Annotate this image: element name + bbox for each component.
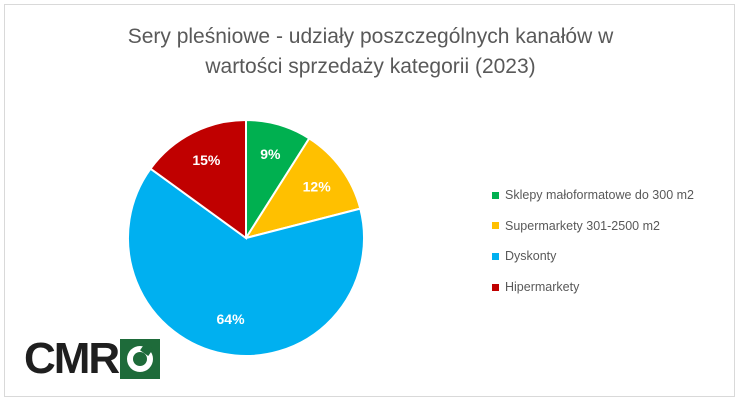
cmr-logo: CMR [24,334,161,383]
pie-slice-3 [149,118,247,240]
legend-item-3: Hipermarkety [492,278,694,296]
chart-title-line-1: Sery pleśniowe - udziały poszczególnych … [127,25,614,48]
legend-label-2: Dyskonty [505,249,557,264]
legend-swatch-1 [492,222,499,230]
pie-slice-2 [127,167,365,357]
legend-item-0: Sklepy małoformatowe do 300 m2 [492,186,694,204]
cmr-logo-mark-icon [120,339,161,379]
pie-slice-label-1: 12% [303,179,332,195]
chart-title: Sery pleśniowe - udziały poszczególnych … [0,22,741,82]
legend-label-1: Supermarkety 301-2500 m2 [505,218,660,233]
legend-swatch-2 [492,252,499,260]
chart-area [4,4,735,397]
legend-swatch-3 [492,283,499,291]
legend-item-1: Supermarkety 301-2500 m2 [492,217,694,235]
legend-item-2: Dyskonty [492,247,694,265]
pie-slice-label-3: 15% [192,152,221,168]
pie-slice-1 [243,136,362,240]
chart-title-line-2: wartości sprzedaży kategorii (2023) [205,55,536,78]
cmr-logo-text: CMR [24,334,120,383]
legend-swatch-0 [492,191,499,199]
pie-slice-label-2: 64% [217,311,246,327]
legend-label-0: Sklepy małoformatowe do 300 m2 [505,188,694,202]
legend-label-3: Hipermarkety [505,280,580,295]
pie-slice-label-0: 9% [260,146,281,162]
chart-legend: Sklepy małoformatowe do 300 m2 Supermarke… [492,186,694,309]
